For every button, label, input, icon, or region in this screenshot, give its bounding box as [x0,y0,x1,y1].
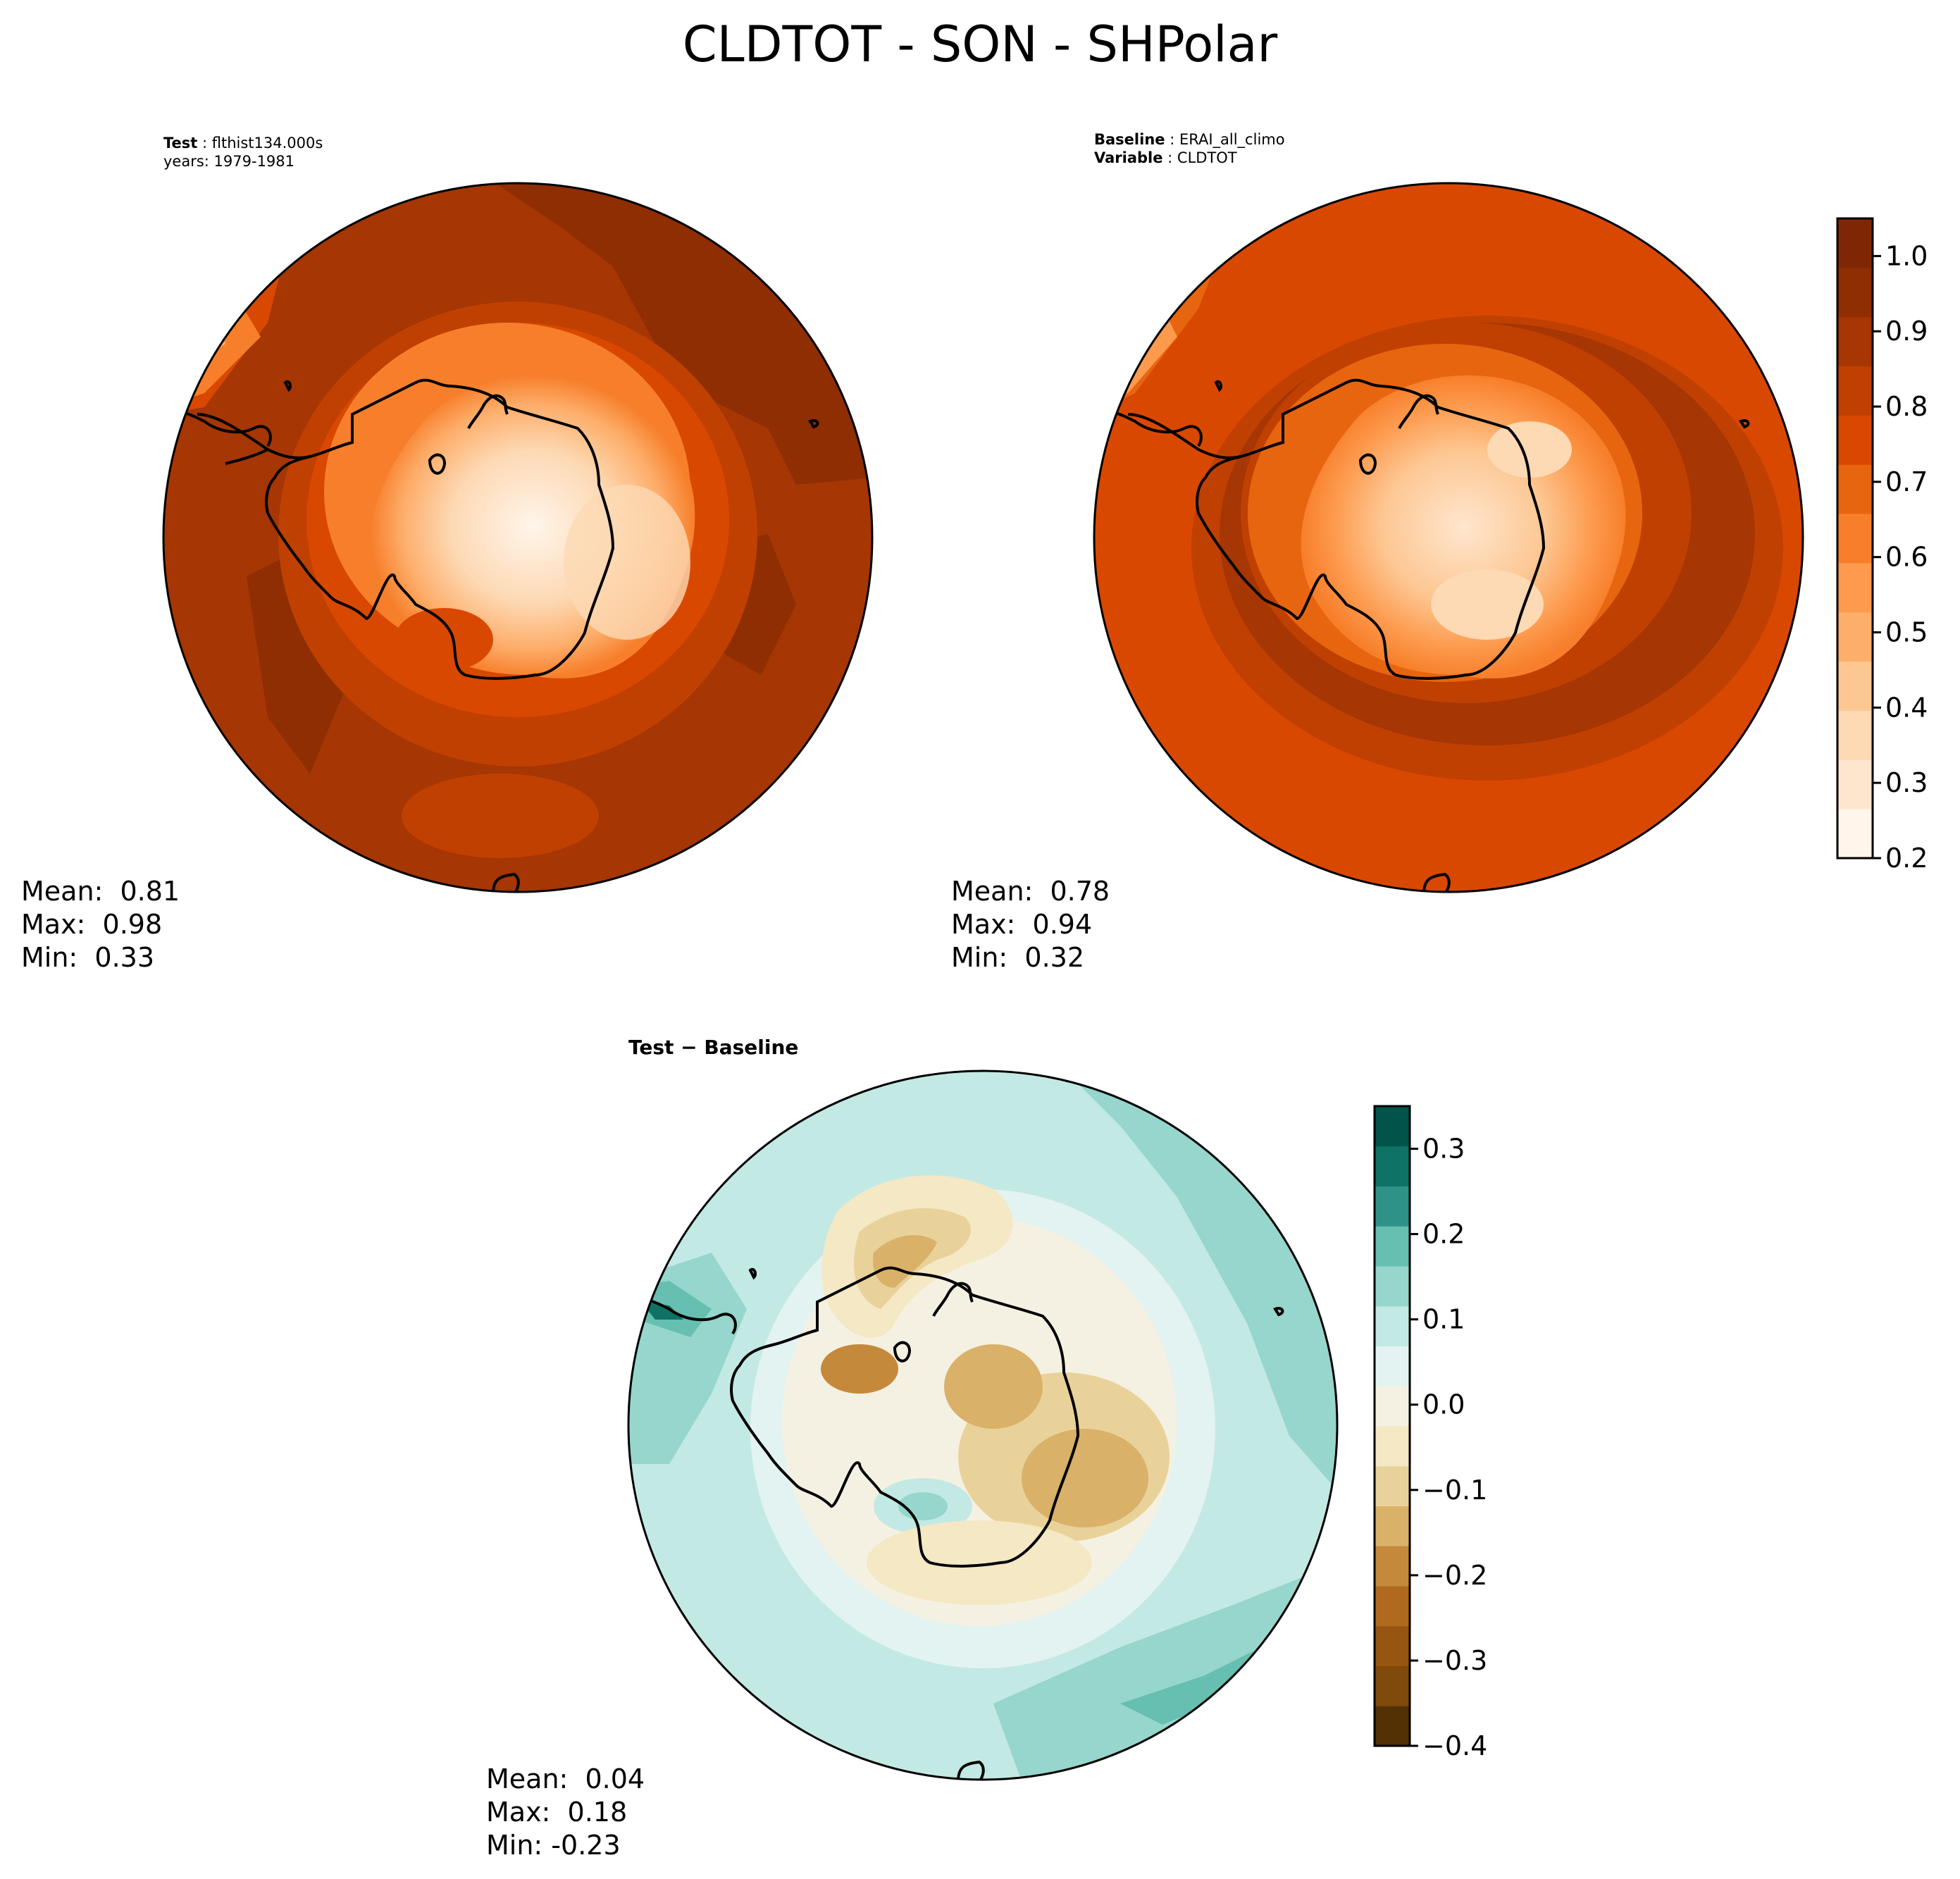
colorbar-diff-segment [1375,1346,1410,1387]
colorbar-main-tick-label: 0.6 [1885,542,1928,573]
baseline-panel-header: Baseline : ERAI_all_climo Variable : CLD… [1094,131,1285,166]
baseline-stats: Mean: 0.78 Max: 0.94 Min: 0.32 [951,875,1110,974]
variable-label-key: Variable [1094,149,1163,166]
baseline-label-value: ERAI_all_climo [1179,131,1285,148]
colorbar-diff-segment [1375,1186,1410,1227]
figure-title: CLDTOT - SON - SHPolar [682,15,1278,73]
colorbar-main-frame [1836,217,1874,860]
colorbar-main-segment [1837,218,1873,268]
colorbar-diff-segment [1375,1625,1410,1666]
diff-min: Min: -0.23 [486,1830,621,1861]
colorbar-main-tick-label: 1.0 [1885,240,1928,271]
test-min: Min: 0.33 [21,942,154,973]
colorbar-diff-segment [1375,1266,1410,1307]
colorbar-diff-segment [1375,1666,1410,1706]
test-mean: Mean: 0.81 [21,876,180,907]
colorbar-main-tick-label: 0.3 [1885,767,1928,798]
colorbar-diff-segment [1375,1465,1410,1506]
test-map [162,182,874,893]
colorbar-diff-segment [1375,1386,1410,1427]
colorbar-diff-segment [1375,1106,1410,1147]
colorbar-main-tick-label: 0.4 [1885,692,1928,723]
baseline-mean: Mean: 0.78 [951,876,1110,907]
colorbar-diff-tick-label: −0.4 [1422,1730,1487,1761]
colorbar-diff-segment [1375,1426,1410,1467]
colorbar-main-segment [1837,759,1873,810]
diff-stats: Mean: 0.04 Max: 0.18 Min: -0.23 [486,1763,645,1862]
test-max: Max: 0.98 [21,909,163,940]
colorbar-diff-segment [1375,1586,1410,1627]
colorbar-diff: 0.3 0.2 0.1 0.0 −0.1 −0.2 −0.3 −0.4 [1373,1105,1487,1761]
colorbar-main-segment [1837,514,1873,564]
test-label-value: flthist134.000s [211,135,323,151]
baseline-label-key: Baseline [1094,131,1165,148]
diff-max: Max: 0.18 [486,1797,628,1828]
colorbar-diff-tick-label: 0.0 [1422,1389,1465,1420]
colorbar-diff-segment [1375,1706,1410,1747]
colorbar-diff-segment [1375,1306,1410,1346]
colorbar-diff-tick-label: −0.2 [1422,1560,1487,1591]
test-panel-header: Test : flthist134.000s years: 1979-1981 [163,135,323,170]
colorbar-diff-segment [1375,1226,1410,1267]
colorbar-diff-segment [1375,1146,1410,1186]
colorbar-main-segment [1837,415,1873,465]
colorbar-diff-frame [1373,1105,1411,1747]
colorbar-main-segment [1837,562,1873,613]
baseline-map [1093,182,1804,893]
colorbar-diff-tick-label: 0.2 [1422,1219,1465,1250]
baseline-min: Min: 0.32 [951,942,1084,973]
diff-map [627,1069,1339,1781]
colorbar-main-tick-label: 0.5 [1885,617,1928,648]
variable-label-value: CLDTOT [1177,149,1237,166]
colorbar-diff-tick-label: 0.3 [1422,1134,1465,1165]
baseline-max: Max: 0.94 [951,909,1093,940]
diff-panel-title: Test − Baseline [628,1036,799,1059]
colorbar-main-segment [1837,366,1873,416]
colorbar-main-segment [1837,710,1873,760]
colorbar-diff-segment [1375,1546,1410,1587]
colorbar-main: 0.2 0.3 0.4 0.5 0.6 0.7 0.8 0.9 1.0 [1836,217,1928,874]
test-years: years: 1979-1981 [163,153,295,170]
test-label-key: Test [163,135,198,151]
colorbar-main-segment [1837,661,1873,711]
colorbar-diff-segment [1375,1506,1410,1546]
colorbar-main-segment [1837,316,1873,367]
colorbar-diff-tick-label: 0.1 [1422,1304,1465,1335]
colorbar-main-tick-label: 0.7 [1885,466,1928,497]
colorbar-main-segment [1837,464,1873,514]
colorbar-main-segment [1837,809,1873,859]
colorbar-main-segment [1837,267,1873,318]
colorbar-main-segment [1837,612,1873,662]
diff-mean: Mean: 0.04 [486,1763,645,1794]
colorbar-main-tick-label: 0.2 [1885,843,1928,874]
colorbar-diff-tick-label: −0.3 [1422,1645,1487,1676]
colorbar-main-tick-label: 0.8 [1885,391,1928,422]
test-stats: Mean: 0.81 Max: 0.98 Min: 0.33 [21,875,180,974]
colorbar-diff-tick-label: −0.1 [1422,1475,1487,1506]
colorbar-main-tick-label: 0.9 [1885,316,1928,347]
